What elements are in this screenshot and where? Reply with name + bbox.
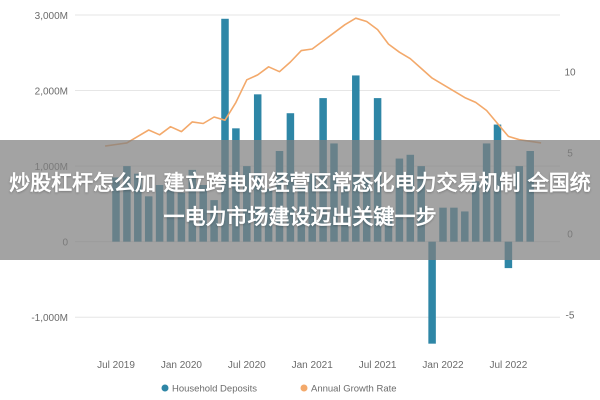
legend-label-household-deposits: Household Deposits bbox=[172, 384, 257, 395]
right-tick-label: -5 bbox=[566, 311, 575, 322]
x-tick-label: Jul 2019 bbox=[97, 360, 135, 371]
legend-marker-household-deposits bbox=[161, 384, 169, 392]
x-tick-label: Jul 2022 bbox=[489, 360, 527, 371]
x-tick-label: Jul 2021 bbox=[359, 360, 397, 371]
headline-text: 炒股杠杆怎么加 建立跨电网经营区常态化电力交易机制 全国统一电力市场建设迈出关键… bbox=[9, 171, 591, 229]
left-tick-label: -1,000M bbox=[31, 313, 68, 324]
x-tick-label: Jan 2020 bbox=[161, 360, 203, 371]
line-annual-growth-rate bbox=[104, 17, 542, 147]
line-series-annual-growth-rate bbox=[104, 17, 542, 147]
legend-label-annual-growth-rate: Annual Growth Rate bbox=[311, 384, 397, 395]
legend: Household Deposits Annual Growth Rate bbox=[161, 384, 397, 395]
x-tick-label: Jan 2021 bbox=[292, 360, 334, 371]
x-tick-label: Jul 2020 bbox=[228, 360, 266, 371]
left-tick-label: 2,000M bbox=[35, 87, 68, 98]
x-axis-ticks: Jul 2019 Jan 2020 Jul 2020 Jan 2021 Jul 2021… bbox=[97, 360, 528, 371]
headline-banner: 炒股杠杆怎么加 建立跨电网经营区常态化电力交易机制 全国统一电力市场建设迈出关键… bbox=[0, 140, 600, 260]
bar-household-deposits bbox=[221, 18, 229, 242]
legend-marker-annual-growth-rate bbox=[300, 384, 308, 392]
left-tick-label: 3,000M bbox=[35, 11, 68, 22]
x-tick-label: Jan 2022 bbox=[422, 360, 464, 371]
right-tick-label: 10 bbox=[564, 68, 576, 79]
bar-household-deposits bbox=[428, 241, 436, 344]
